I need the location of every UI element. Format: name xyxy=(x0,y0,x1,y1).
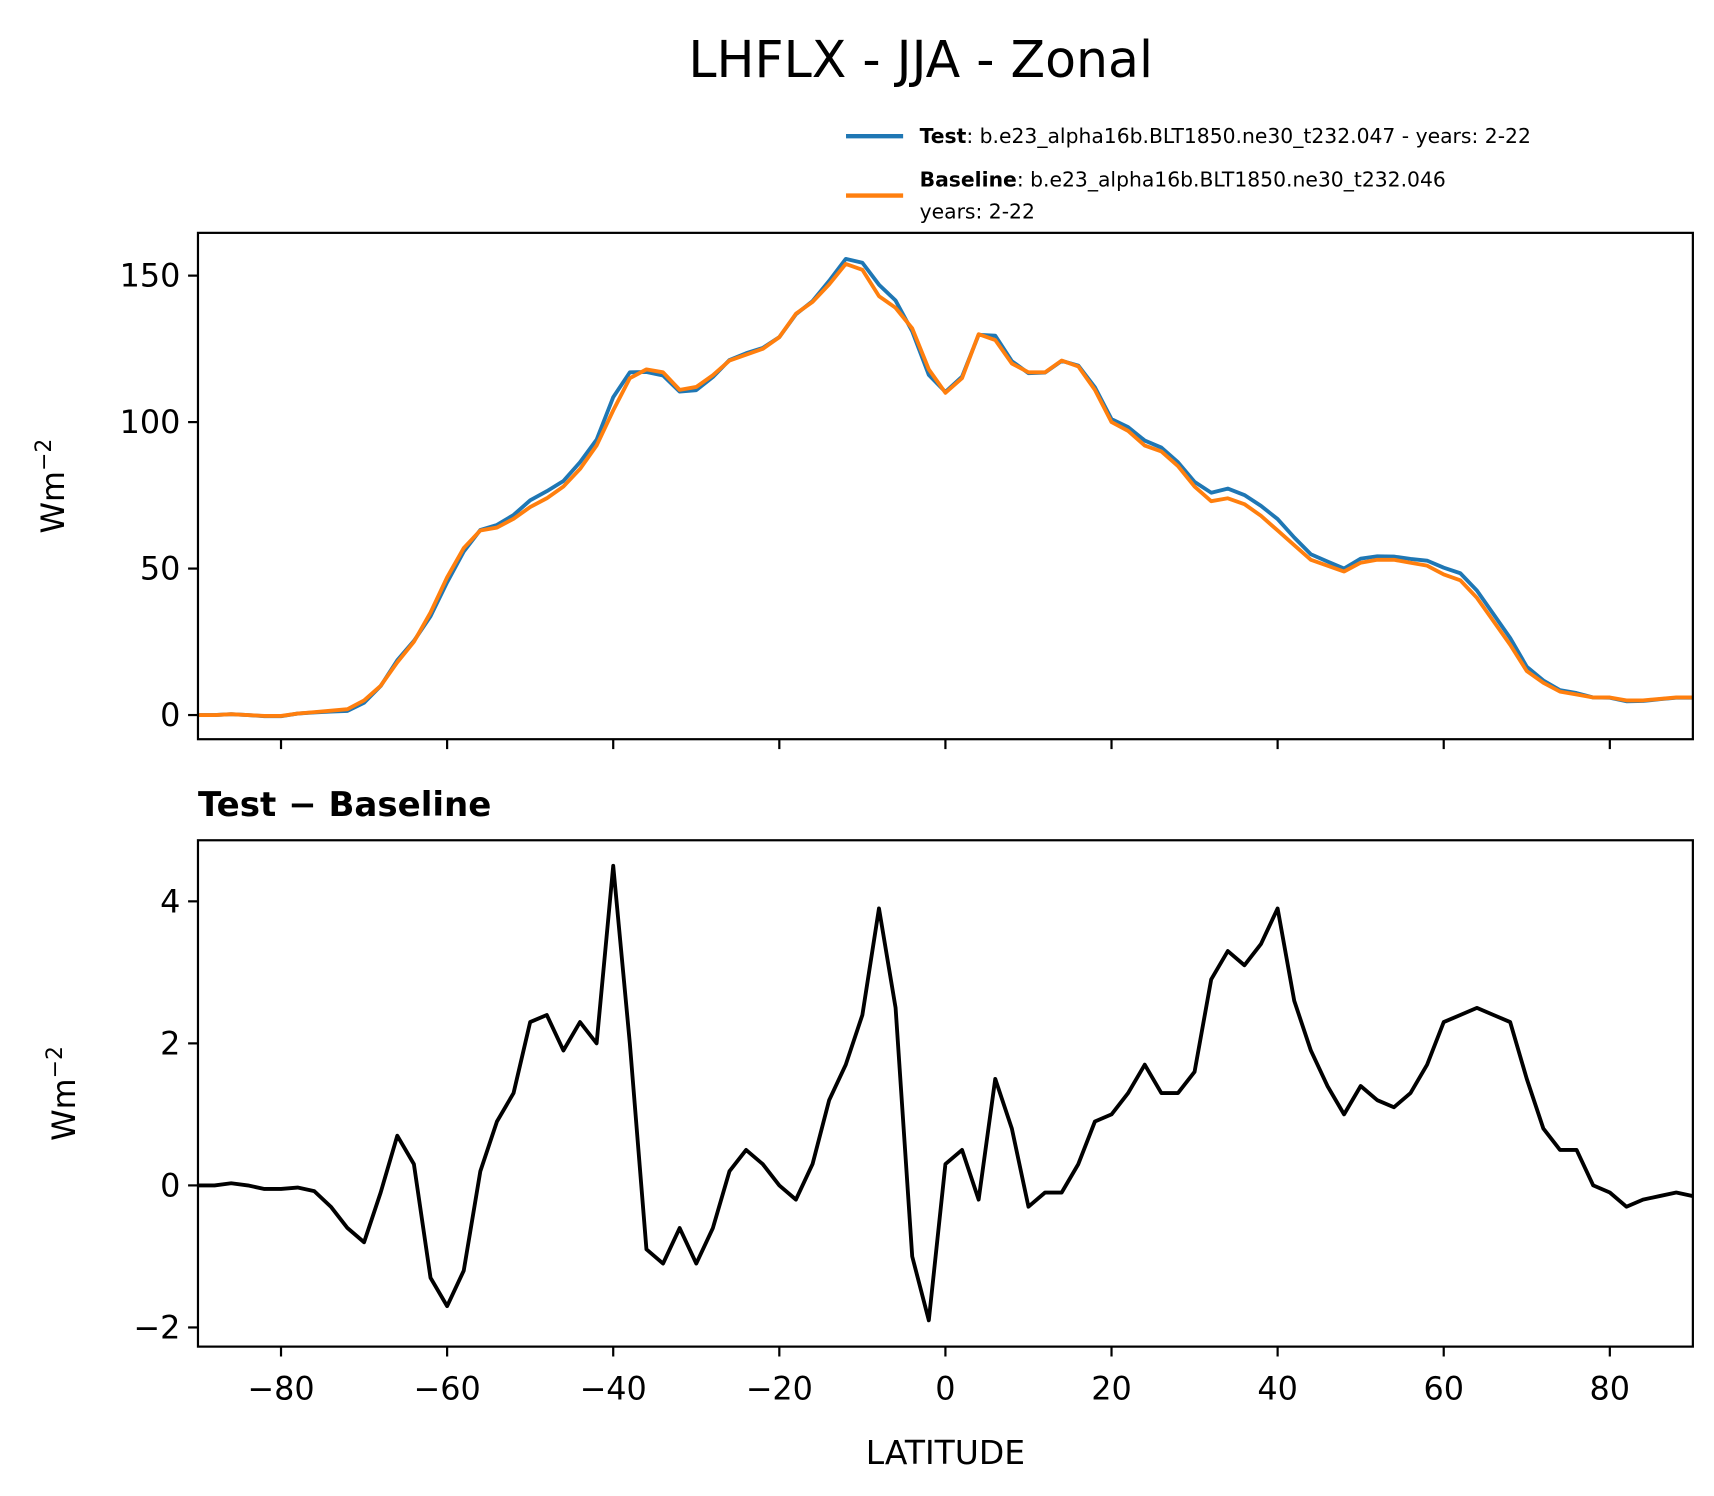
x-tick-label: 20 xyxy=(1091,1369,1132,1407)
legend-label: : b.e23_alpha16b.BLT1850.ne30_t232.046 xyxy=(1017,168,1446,193)
y-label-base: Wm xyxy=(34,471,72,534)
legend-entry-line2: years: 2-22 xyxy=(920,200,1035,224)
y-tick-label: 2 xyxy=(160,1024,180,1062)
y-label-base: Wm xyxy=(45,1078,83,1141)
y-tick-label: 0 xyxy=(160,696,180,734)
legend-name: Test xyxy=(920,124,967,148)
y-tick-label: 100 xyxy=(120,403,181,441)
legend-entry: Baseline: b.e23_alpha16b.BLT1850.ne30_t2… xyxy=(920,168,1446,193)
y-tick-label: 4 xyxy=(160,882,180,920)
legend-label: : b.e23_alpha16b.BLT1850.ne30_t232.047 -… xyxy=(966,124,1531,149)
y-tick-label: 150 xyxy=(120,257,181,295)
x-tick-label: −20 xyxy=(746,1369,813,1407)
y-tick-label: 0 xyxy=(160,1166,180,1204)
figure-title: LHFLX - JJA - Zonal xyxy=(688,30,1153,89)
x-tick-label: 40 xyxy=(1257,1369,1298,1407)
axes-frame xyxy=(196,839,1694,1348)
x-tick-label: −60 xyxy=(414,1369,481,1407)
data-line xyxy=(197,261,1693,718)
x-tick-label: −80 xyxy=(247,1369,314,1407)
subplot-title: Test − Baseline xyxy=(198,785,491,825)
data-line xyxy=(197,257,1693,719)
x-tick-label: 0 xyxy=(935,1369,955,1407)
y-tick-label: 50 xyxy=(140,550,181,588)
x-tick-label: 60 xyxy=(1423,1369,1464,1407)
legend-entry: Test: b.e23_alpha16b.BLT1850.ne30_t232.0… xyxy=(920,124,1531,149)
x-axis-label: LATITUDE xyxy=(866,1433,1025,1472)
x-tick-label: −40 xyxy=(580,1369,647,1407)
legend-name: Baseline xyxy=(920,168,1017,192)
y-label-sup: −2 xyxy=(43,1046,68,1078)
y-axis-label: Wm−2 xyxy=(32,439,72,534)
data-line xyxy=(197,863,1693,1323)
y-label-sup: −2 xyxy=(32,439,57,471)
x-tick-label: 80 xyxy=(1590,1369,1631,1407)
y-tick-label: −2 xyxy=(133,1308,180,1346)
axes-frame xyxy=(196,231,1694,741)
y-axis-label: Wm−2 xyxy=(43,1046,83,1141)
